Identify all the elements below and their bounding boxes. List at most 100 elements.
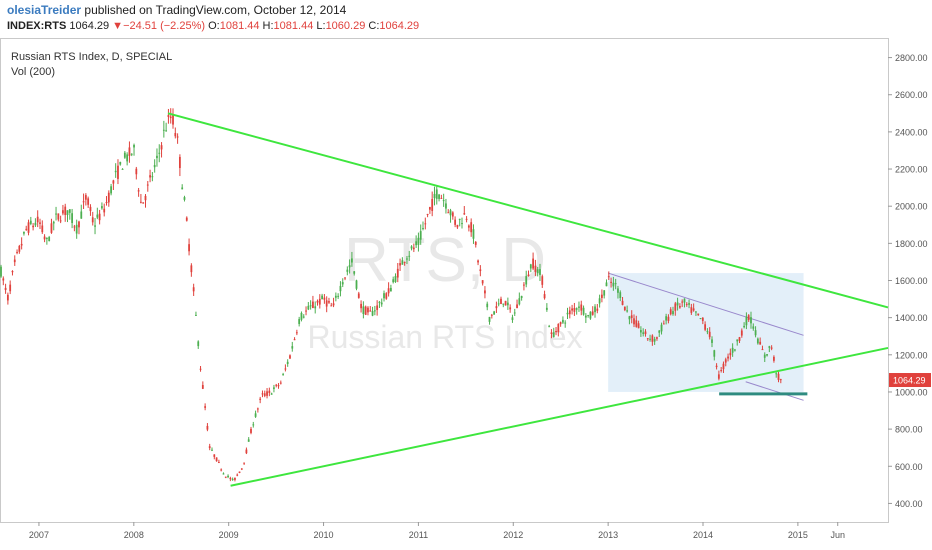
candle-body: [302, 316, 305, 318]
candle-body: [734, 349, 736, 351]
candle-body: [344, 277, 346, 279]
candle-body: [777, 373, 780, 380]
candle-body: [674, 303, 677, 311]
candle-body: [78, 221, 80, 228]
candle-body: [704, 324, 707, 330]
candle-body: [582, 307, 585, 315]
candle-body: [552, 332, 555, 337]
channel-drawing[interactable]: [607, 272, 804, 401]
candle-body: [401, 260, 404, 265]
candle-body: [527, 274, 530, 277]
x-tick-label: 2014: [693, 530, 713, 540]
x-tick-label: 2011: [409, 530, 428, 540]
candle-body: [598, 298, 601, 304]
candle-body: [651, 335, 654, 342]
candle-body: [270, 393, 273, 395]
candle-body: [568, 310, 571, 315]
price-chart[interactable]: RTS, D Russian RTS Index 400.00 600.00 800…: [0, 38, 932, 550]
candle-body: [550, 332, 553, 335]
candle-body: [222, 473, 225, 475]
candle-body: [75, 224, 78, 234]
candle-body: [217, 462, 220, 464]
candle-body: [635, 320, 638, 327]
candle-body: [720, 370, 723, 372]
price-axis[interactable]: 400.00 600.00 800.00 1000.00 1200.00 1400.00 1…: [888, 53, 928, 509]
candle-body: [355, 280, 358, 289]
candle-body: [328, 301, 330, 303]
candle-body: [277, 385, 280, 387]
candle-body: [105, 202, 108, 204]
candle-body: [376, 305, 379, 310]
candle-body: [502, 303, 505, 305]
candle-body: [130, 153, 133, 155]
candle-body: [364, 306, 367, 315]
candle-body: [442, 200, 445, 202]
candle-body: [29, 220, 32, 224]
candle-body: [57, 213, 60, 220]
down-arrow-icon: ▼: [112, 20, 124, 32]
trendlines[interactable]: [167, 112, 889, 487]
candle-body: [571, 308, 573, 311]
candle-body: [185, 217, 188, 221]
candle-body: [25, 228, 28, 230]
candle-body: [16, 251, 18, 253]
y-tick-label: 1400.00: [895, 313, 928, 323]
candle-body: [101, 206, 103, 209]
watermark-name: Russian RTS Index: [307, 319, 582, 355]
candle-body: [208, 446, 211, 449]
candle-body: [564, 322, 567, 324]
y-tick-label: 1000.00: [895, 387, 928, 397]
candle-body: [167, 115, 170, 117]
candle-body: [580, 304, 583, 311]
candle-body: [428, 207, 431, 210]
candle-body: [451, 212, 454, 217]
candle-body: [43, 236, 46, 240]
x-tick-label: 2012: [503, 530, 523, 540]
candle-body: [584, 315, 587, 318]
candle-body: [385, 293, 388, 299]
candles: [0, 108, 782, 482]
candle-body: [23, 231, 25, 234]
candle-body: [619, 292, 622, 298]
candle-body: [71, 213, 73, 224]
author-link[interactable]: olesiaTreider: [7, 3, 82, 17]
x-tick-label: 2007: [29, 530, 49, 540]
candle-body: [456, 224, 459, 228]
candle-body: [653, 338, 656, 342]
candle-body: [752, 326, 755, 329]
candle-body: [711, 339, 713, 343]
candle-body: [273, 387, 275, 389]
candle-body: [701, 317, 704, 321]
candle-body: [291, 346, 294, 349]
symbol-name[interactable]: INDEX:RTS: [7, 20, 67, 32]
candle-body: [656, 337, 658, 339]
candle-body: [465, 218, 468, 220]
published-text: published on TradingView.com, October 12…: [84, 3, 347, 17]
candle-body: [766, 354, 768, 356]
candle-body: [692, 308, 695, 311]
candle-body: [713, 350, 716, 357]
candle-body: [681, 301, 684, 303]
close-value: 1064.29: [379, 20, 420, 32]
candle-body: [511, 317, 514, 321]
candle-body: [486, 303, 489, 308]
last-price: 1064.29: [69, 20, 110, 32]
candle-body: [488, 316, 491, 322]
candle-body: [445, 203, 447, 209]
candle-body: [87, 198, 90, 205]
time-axis[interactable]: 2007 2008 2009 2010 2011 2012 2013 2014 2015 Jun: [29, 522, 845, 540]
candle-body: [55, 213, 57, 215]
y-tick-label: 1200.00: [895, 350, 928, 360]
candle-body: [520, 295, 523, 299]
candle-body: [394, 276, 397, 283]
last-price-tag: [889, 373, 931, 388]
candle-body: [490, 314, 493, 316]
candle-body: [169, 116, 172, 119]
candle-body: [266, 391, 268, 396]
candle-body: [715, 365, 718, 368]
candle-body: [284, 368, 287, 370]
candle-body: [626, 310, 629, 312]
price-change: −24.51: [123, 20, 158, 32]
candle-body: [256, 408, 259, 410]
upper-trendline: [167, 112, 889, 309]
